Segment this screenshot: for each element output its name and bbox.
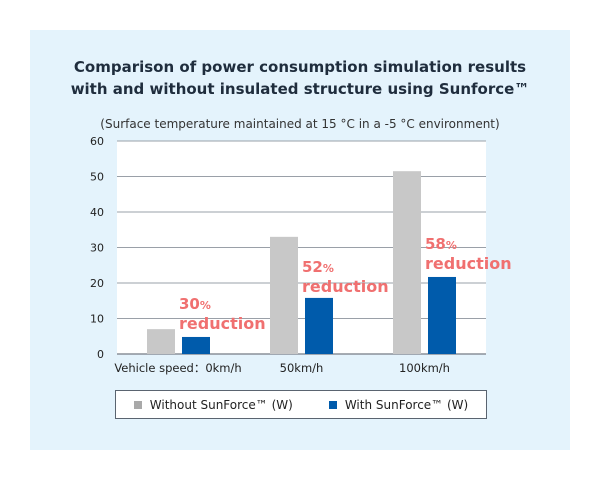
legend-swatch-without xyxy=(133,401,142,409)
annotation-reduction: reduction xyxy=(425,254,512,273)
y-tick-label: 30 xyxy=(90,242,104,255)
x-tick-label: 100km/h xyxy=(399,361,450,375)
legend-label-without: Without SunForce™ (W) xyxy=(149,397,293,412)
y-tick-label: 0 xyxy=(97,348,104,361)
x-tick-label: Vehicle speed：0km/h xyxy=(114,361,241,375)
legend: Without SunForce™ (W) With SunForce™ (W) xyxy=(115,390,487,419)
chart-subtitle: (Surface temperature maintained at 15 °C… xyxy=(100,117,500,131)
annotation-percent: 58% xyxy=(425,235,457,253)
bar-without xyxy=(270,236,298,354)
y-tick-label: 10 xyxy=(90,313,104,326)
legend-swatch-with xyxy=(328,401,337,409)
annotation-percent: 30% xyxy=(179,295,211,313)
annotation-percent: 52% xyxy=(302,258,334,276)
x-tick-label: 50km/h xyxy=(280,361,324,375)
bar-without xyxy=(393,171,421,354)
bar-with xyxy=(428,276,456,354)
legend-item-with: With SunForce™ (W) xyxy=(328,397,469,412)
y-tick-label: 20 xyxy=(90,277,104,290)
bar-without xyxy=(147,329,175,354)
title-line-1: Comparison of power consumption simulati… xyxy=(73,58,527,76)
bar-with xyxy=(182,336,210,354)
annotation-reduction: reduction xyxy=(179,314,266,333)
chart-title: Comparison of power consumption simulati… xyxy=(0,56,600,100)
y-tick-label: 60 xyxy=(90,135,104,148)
title-line-2: with and without insulated structure usi… xyxy=(70,80,530,98)
y-tick-label: 50 xyxy=(90,171,104,184)
annotation-reduction: reduction xyxy=(302,277,389,296)
y-tick-label: 40 xyxy=(90,206,104,219)
bar-with xyxy=(305,297,333,354)
legend-item-without: Without SunForce™ (W) xyxy=(133,397,293,412)
legend-label-with: With SunForce™ (W) xyxy=(344,397,469,412)
